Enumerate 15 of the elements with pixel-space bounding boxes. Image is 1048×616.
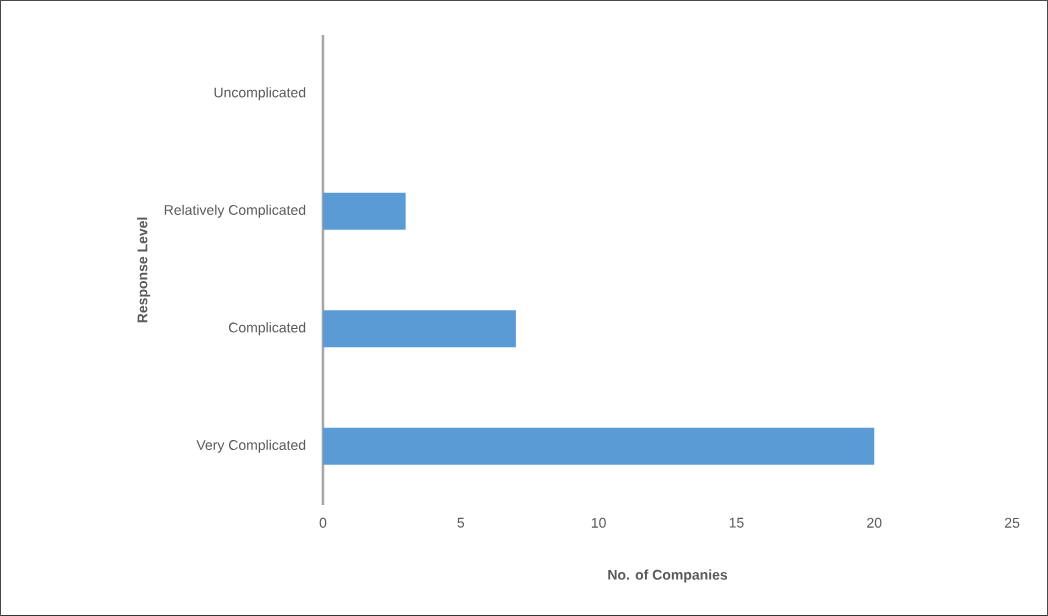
bar <box>322 310 516 348</box>
y-axis-title: Response Level <box>137 217 151 323</box>
y-tick-label: Very Complicated <box>196 439 306 453</box>
x-axis-title: No. of Companies <box>608 569 728 583</box>
bar <box>322 192 406 230</box>
x-tick-label: 5 <box>457 517 465 528</box>
y-tick-label: Relatively Complicated <box>164 204 306 218</box>
y-tick-label: Complicated <box>228 322 306 336</box>
x-tick-label: 10 <box>591 517 606 528</box>
x-tick-label: 0 <box>319 517 327 528</box>
x-tick-label: 15 <box>729 517 744 528</box>
x-tick-label: 25 <box>1005 517 1020 528</box>
y-tick-label: Uncomplicated <box>214 87 306 101</box>
bar <box>322 427 875 465</box>
x-tick-label: 20 <box>867 517 882 528</box>
